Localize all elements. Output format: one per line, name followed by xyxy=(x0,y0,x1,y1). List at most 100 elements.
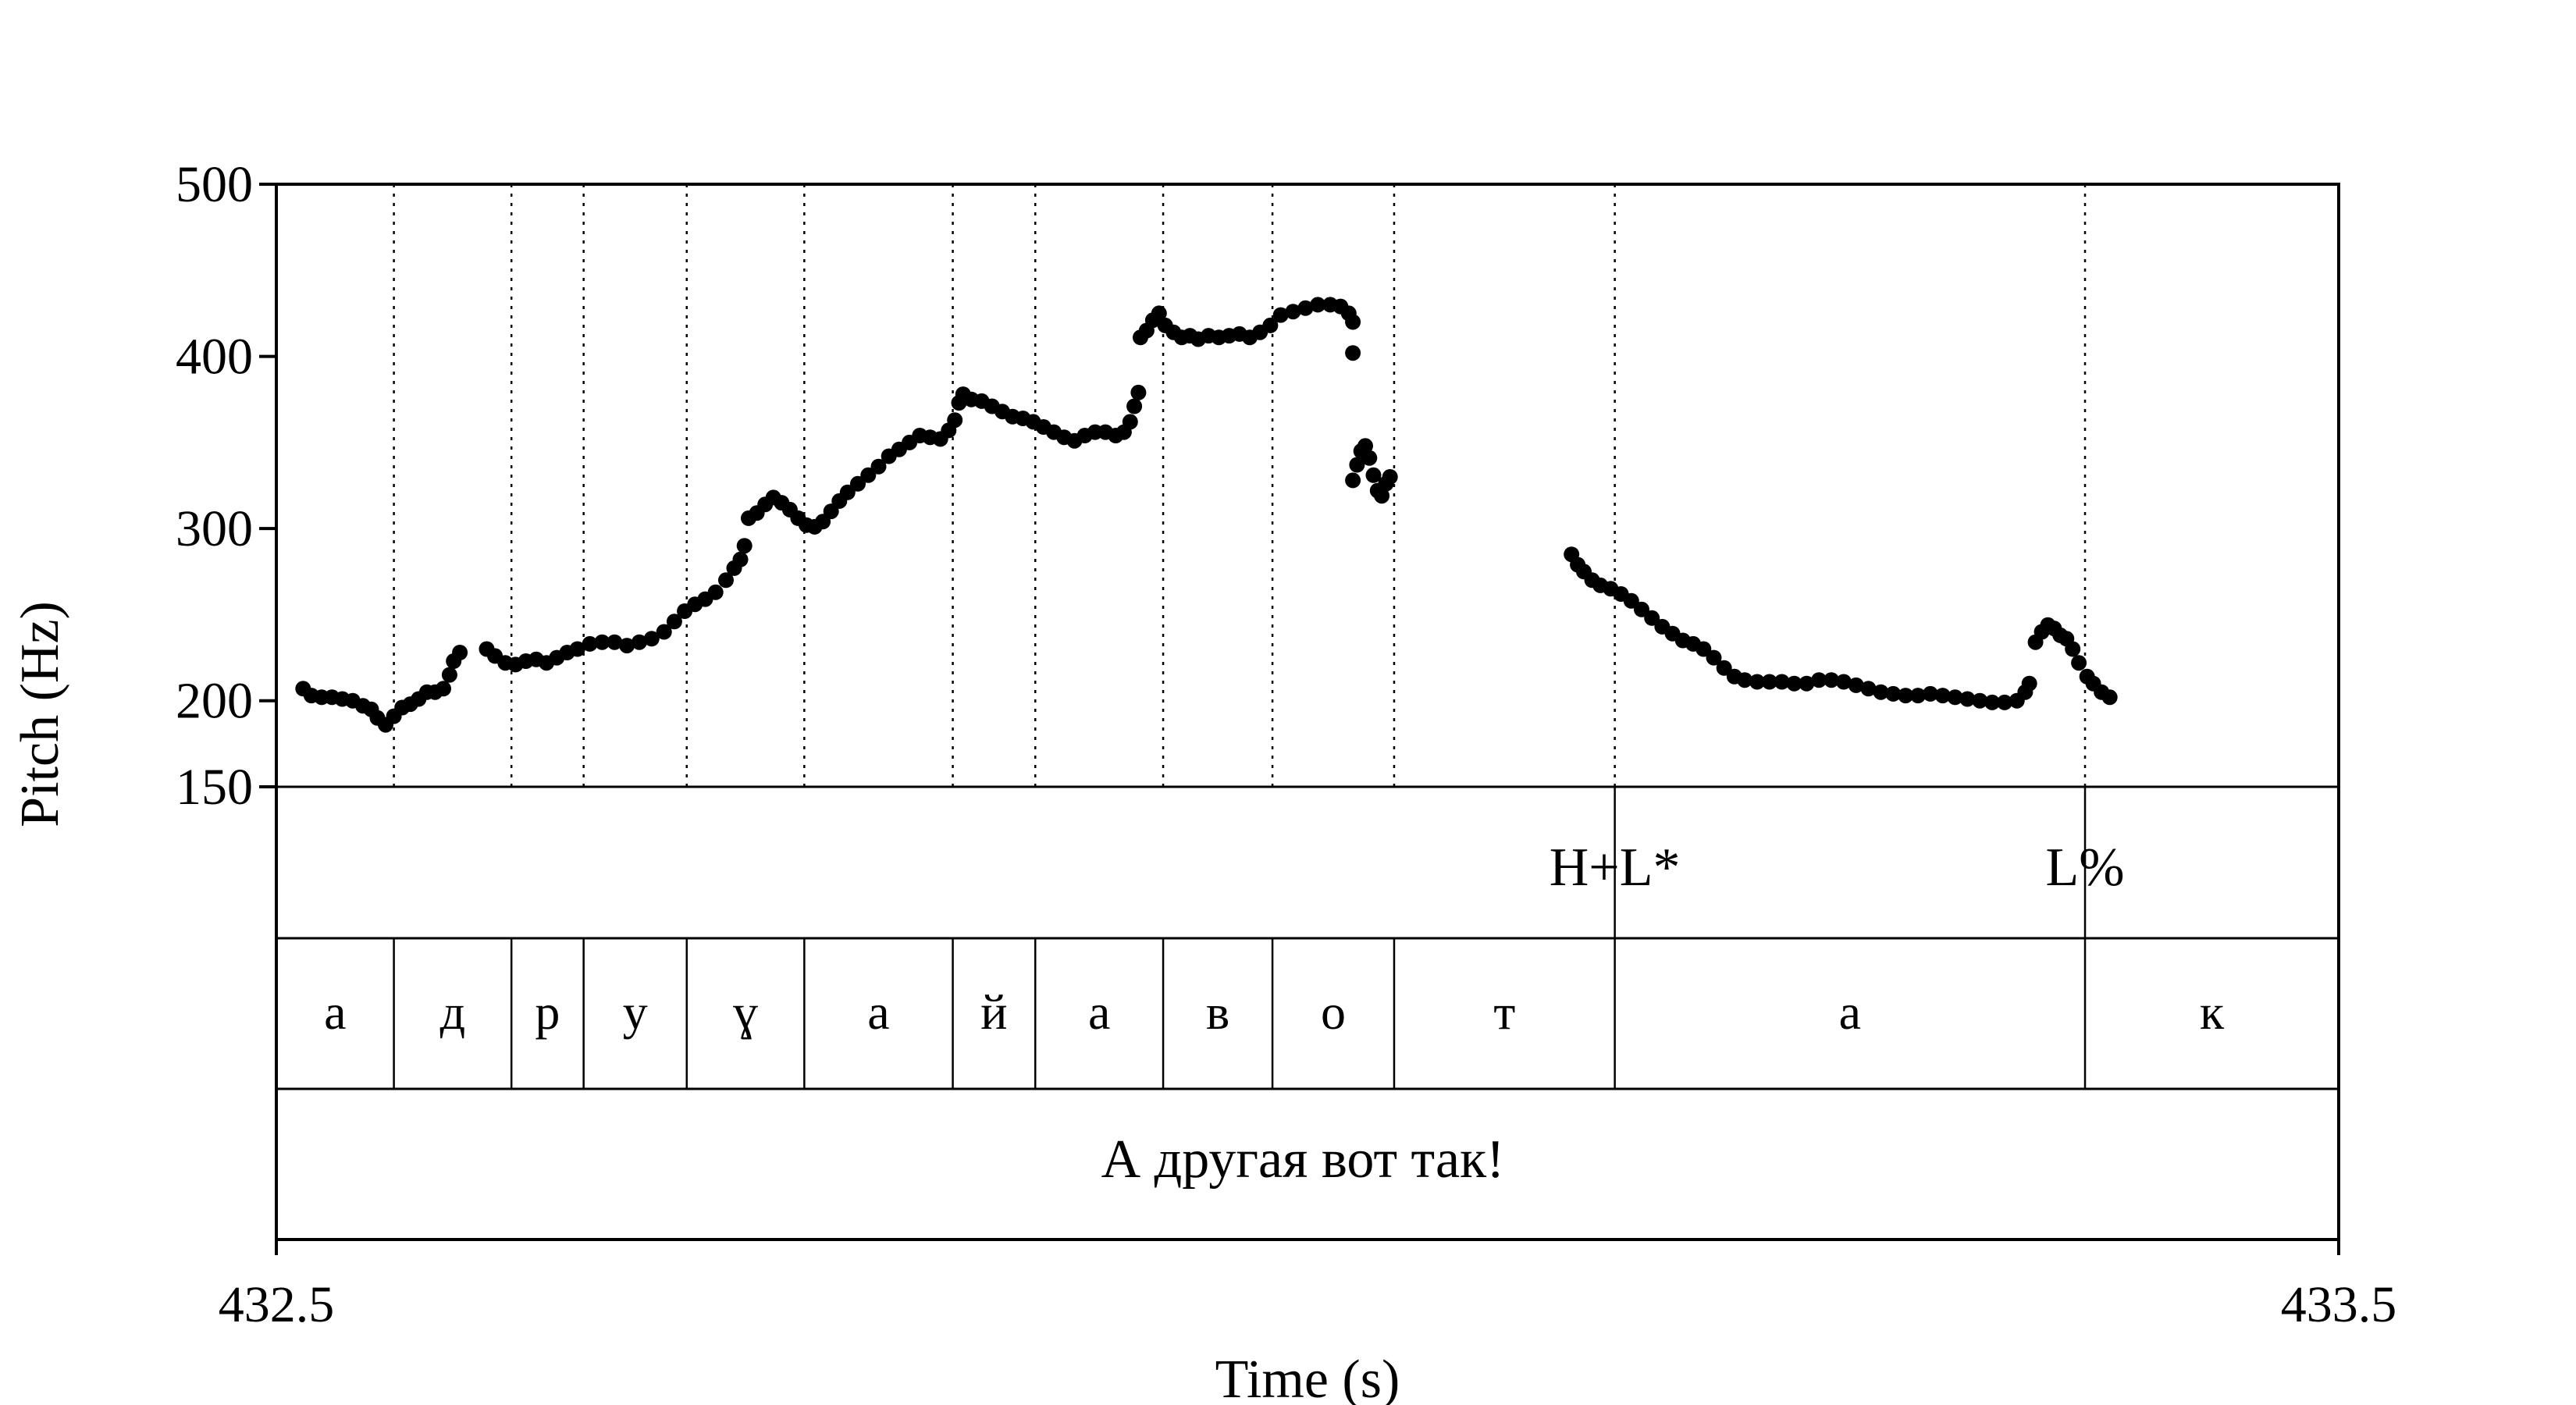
pitch-point-30 xyxy=(582,635,598,652)
segment-label-9: о xyxy=(1321,984,1346,1040)
y-tick-label-200: 200 xyxy=(176,673,253,730)
pitch-point-176 xyxy=(2071,655,2087,671)
pitch-point-159 xyxy=(1922,685,1938,702)
pitch-point-135 xyxy=(1644,610,1660,626)
pitch-point-140 xyxy=(1695,641,1712,657)
pitch-point-17 xyxy=(441,667,457,683)
pitch-point-19 xyxy=(452,645,468,660)
pitch-point-154 xyxy=(1860,681,1877,697)
y-tick-label-500: 500 xyxy=(176,156,253,213)
pitch-point-116 xyxy=(1345,472,1361,489)
segment-label-2: р xyxy=(535,984,560,1040)
pitch-point-36 xyxy=(656,624,672,640)
pitch-point-90 xyxy=(1130,384,1147,400)
pitch-point-168 xyxy=(2021,675,2037,692)
pitch-point-32 xyxy=(607,634,623,650)
pitch-point-146 xyxy=(1761,674,1777,690)
pitch-point-164 xyxy=(1984,694,2001,710)
pitch-point-37 xyxy=(666,614,682,630)
pitch-point-147 xyxy=(1774,674,1790,690)
sentence-label: А другая вот так! xyxy=(1101,1129,1505,1190)
pitch-point-114 xyxy=(1345,314,1361,330)
pitch-point-41 xyxy=(707,584,724,600)
segment-label-4: ɣ xyxy=(733,984,758,1040)
y-tick-label-150: 150 xyxy=(176,759,253,816)
pitch-point-158 xyxy=(1910,688,1926,704)
y-axis-label: Pitch (Hz) xyxy=(10,601,70,827)
pitch-point-88 xyxy=(1122,414,1138,430)
y-tick-label-400: 400 xyxy=(176,329,253,386)
tone-label-1: L% xyxy=(2045,838,2124,898)
pitch-point-94 xyxy=(1151,305,1167,322)
pitch-point-163 xyxy=(1972,692,1988,709)
pitch-point-33 xyxy=(619,638,635,654)
pitch-point-34 xyxy=(632,634,647,650)
pitch-point-151 xyxy=(1823,672,1840,688)
pitch-point-117 xyxy=(1349,457,1365,473)
pitch-point-144 xyxy=(1737,672,1753,688)
pitch-points xyxy=(295,297,2118,733)
pitch-point-134 xyxy=(1634,601,1649,617)
pitch-point-142 xyxy=(1716,660,1732,676)
pitch-point-150 xyxy=(1811,672,1827,688)
pitch-point-107 xyxy=(1272,307,1289,323)
pitch-point-157 xyxy=(1898,688,1914,704)
pitch-point-108 xyxy=(1285,304,1301,320)
pitch-point-16 xyxy=(436,681,451,697)
pitch-point-152 xyxy=(1835,674,1852,690)
tone-label-0: H+L* xyxy=(1550,838,1681,898)
pitch-point-69 xyxy=(947,412,963,429)
pitch-point-35 xyxy=(643,631,660,647)
pitch-point-161 xyxy=(1947,689,1963,706)
pitch-point-110 xyxy=(1310,297,1326,313)
pitch-point-120 xyxy=(1361,450,1378,466)
pitch-point-156 xyxy=(1885,685,1902,702)
pitch-point-58 xyxy=(839,484,856,500)
segment-label-6: й xyxy=(980,984,1007,1040)
plot-frame xyxy=(275,183,2340,1241)
segment-label-1: д xyxy=(440,984,466,1040)
x-tick-label-end: 433.5 xyxy=(2281,1276,2397,1333)
pitch-point-123 xyxy=(1374,488,1390,504)
pitch-point-89 xyxy=(1126,398,1143,414)
pitch-point-115 xyxy=(1345,345,1361,361)
y-tick-label-300: 300 xyxy=(176,500,253,557)
tones-tier: H+L* L% xyxy=(1550,787,2125,938)
x-tick-label-start: 432.5 xyxy=(219,1276,335,1333)
segment-label-10: т xyxy=(1493,984,1515,1040)
pitch-point-160 xyxy=(1934,688,1951,704)
segment-label-8: в xyxy=(1206,984,1229,1040)
pitch-point-44 xyxy=(732,551,749,567)
y-axis-ticks: 150 200 300 400 500 xyxy=(176,156,276,816)
pitch-point-109 xyxy=(1297,300,1314,316)
segment-label-11: а xyxy=(1839,984,1861,1040)
pitch-point-59 xyxy=(850,475,866,492)
segment-label-5: а xyxy=(867,984,889,1040)
pitch-point-45 xyxy=(736,538,753,554)
pitch-point-155 xyxy=(1873,684,1889,700)
pitch-point-141 xyxy=(1706,649,1722,666)
pitch-point-180 xyxy=(2101,689,2118,706)
pitch-point-29 xyxy=(569,641,585,657)
pitch-point-145 xyxy=(1749,674,1765,690)
segment-label-7: а xyxy=(1088,984,1110,1040)
x-axis-label: Time (s) xyxy=(1215,1350,1400,1405)
pitch-point-42 xyxy=(718,572,734,589)
pitch-point-153 xyxy=(1848,677,1864,693)
pitch-point-61 xyxy=(870,458,887,475)
pitch-point-121 xyxy=(1365,467,1382,483)
pitch-point-31 xyxy=(594,634,610,650)
pitch-point-133 xyxy=(1623,592,1639,609)
pitch-point-60 xyxy=(860,467,877,483)
pitch-point-119 xyxy=(1357,438,1373,454)
pitch-point-125 xyxy=(1382,469,1398,485)
pitch-point-162 xyxy=(1959,691,1976,707)
segment-label-12: к xyxy=(2200,984,2225,1040)
pitch-panel-boundaries xyxy=(393,184,2087,787)
pitch-point-106 xyxy=(1262,317,1279,333)
pitch-point-165 xyxy=(1997,694,2012,710)
segment-label-3: у xyxy=(623,984,648,1040)
segment-label-0: а xyxy=(324,984,346,1040)
